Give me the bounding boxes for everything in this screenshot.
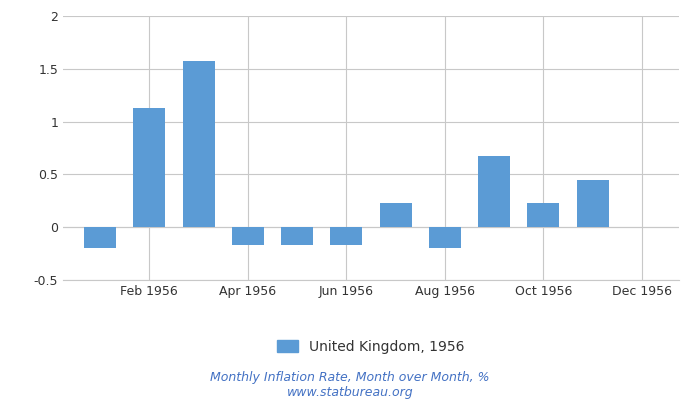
- Bar: [232, 227, 264, 245]
- Bar: [528, 203, 559, 227]
- Bar: [133, 108, 165, 227]
- Text: Monthly Inflation Rate, Month over Month, %: Monthly Inflation Rate, Month over Month…: [210, 372, 490, 384]
- Bar: [577, 180, 609, 227]
- Bar: [478, 156, 510, 227]
- Bar: [183, 62, 214, 227]
- Legend: United Kingdom, 1956: United Kingdom, 1956: [272, 334, 470, 360]
- Bar: [330, 227, 363, 245]
- Bar: [429, 227, 461, 248]
- Bar: [379, 203, 412, 227]
- Text: www.statbureau.org: www.statbureau.org: [287, 386, 413, 399]
- Bar: [281, 227, 313, 245]
- Bar: [84, 227, 116, 248]
